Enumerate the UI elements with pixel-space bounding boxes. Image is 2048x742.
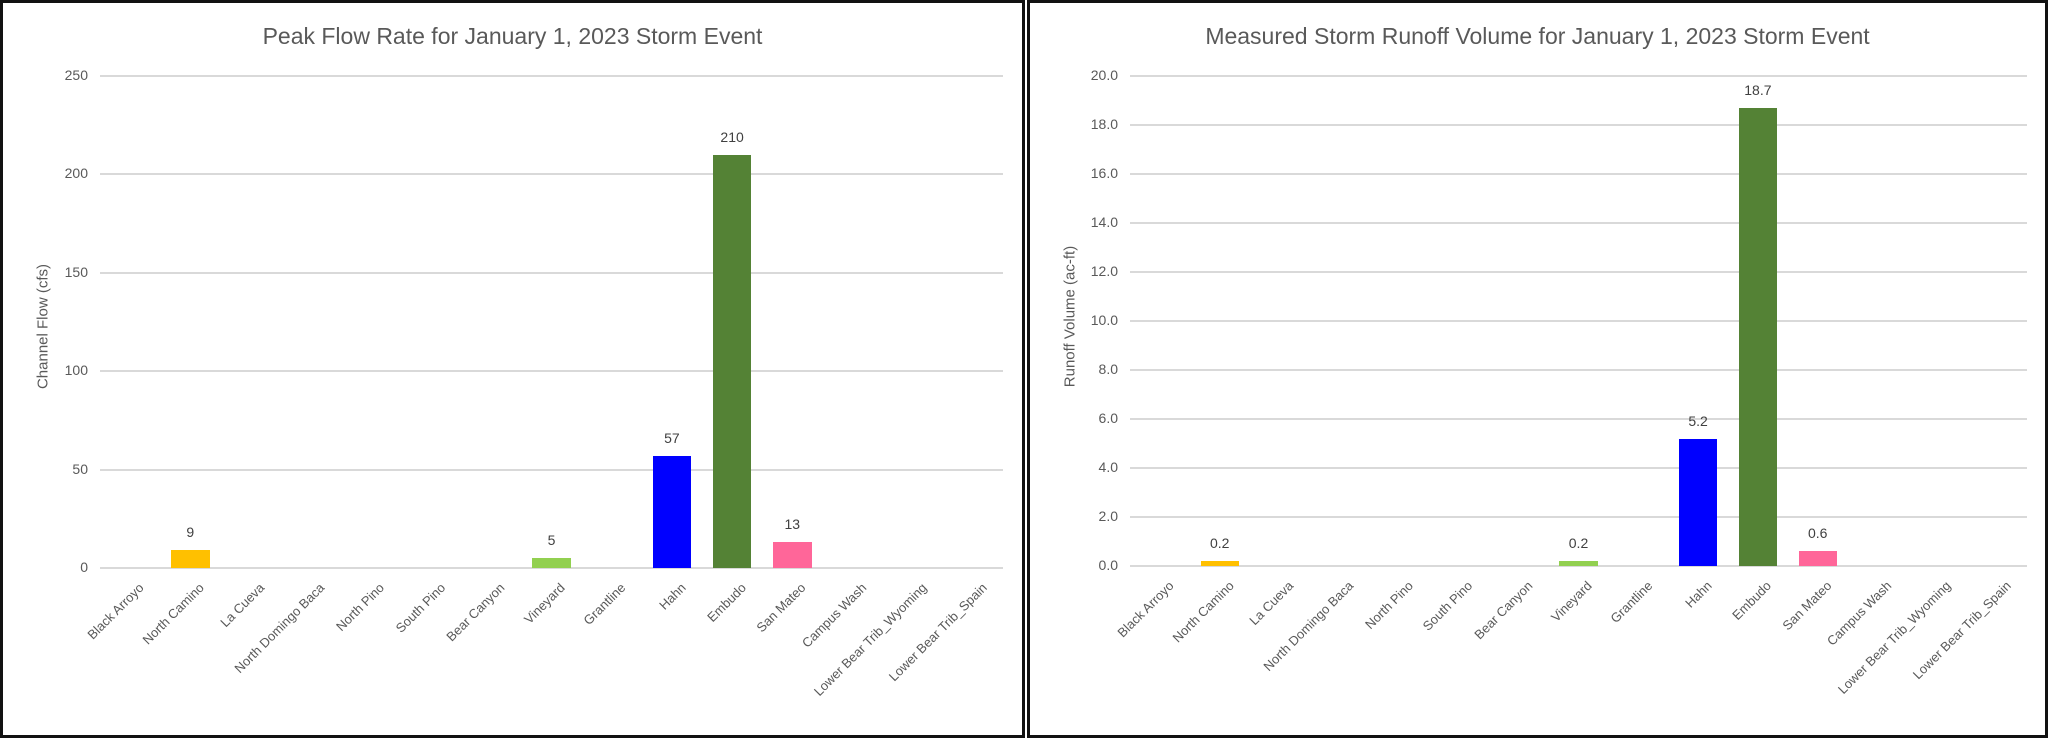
- x-tick-label: North Camino: [1168, 578, 1237, 646]
- gridline: [1130, 565, 2027, 567]
- x-tick-label: South Pino: [1419, 578, 1476, 634]
- gridline: [100, 567, 1003, 569]
- x-tick-label: Embudo: [1729, 578, 1775, 623]
- bar-north-camino: [171, 550, 210, 568]
- gridline: [100, 173, 1003, 176]
- data-label: 0.2: [1568, 535, 1589, 552]
- bar-embudo: [712, 154, 752, 568]
- y-tick-label: 0: [80, 559, 88, 575]
- data-label: 0.6: [1807, 525, 1828, 542]
- x-tick-label: San Mateo: [1779, 578, 1835, 634]
- data-label: 0.2: [1209, 535, 1230, 552]
- gridline: [1130, 516, 2027, 518]
- y-tick-label: 50: [72, 460, 88, 477]
- y-tick-label: 4.0: [1098, 459, 1118, 475]
- x-tick-label: Lower Bear Trib_Wyoming: [1835, 578, 1954, 697]
- gridline: [100, 370, 1003, 373]
- gridline: [100, 271, 1003, 274]
- y-tick-label: 2.0: [1098, 508, 1118, 524]
- x-tick-label: Embudo: [703, 580, 749, 625]
- bar-vineyard: [532, 558, 571, 568]
- x-tick-label: La Cueva: [217, 580, 268, 630]
- y-tick-label: 10.0: [1090, 312, 1118, 328]
- bar-vineyard: [1559, 561, 1598, 566]
- x-tick-label: Lower Bear Trib_Spain: [1909, 578, 2014, 683]
- peak-flow-chart: Peak Flow Rate for January 1, 2023 Storm…: [0, 0, 1025, 738]
- bar-san-mateo: [1798, 551, 1837, 566]
- y-tick-label: 150: [64, 263, 88, 280]
- x-tick-label: Black Arroyo: [84, 580, 147, 643]
- y-tick-label: 12.0: [1090, 263, 1118, 279]
- y-tick-label: 18.0: [1090, 116, 1118, 132]
- data-label: 210: [720, 128, 744, 145]
- bar-hahn: [652, 455, 692, 568]
- chart-title: Measured Storm Runoff Volume for January…: [1205, 23, 1870, 49]
- x-tick-label: Hahn: [655, 580, 689, 613]
- gridline: [1130, 320, 2027, 322]
- data-label: 18.7: [1744, 81, 1772, 98]
- bar-hahn: [1678, 438, 1718, 566]
- bar-embudo: [1738, 107, 1778, 566]
- x-tick-label: Bear Canyon: [1471, 578, 1536, 643]
- x-tick-label: Lower Bear Trib_Wyoming: [810, 580, 930, 699]
- gridline: [1130, 418, 2027, 420]
- x-tick-label: North Camino: [139, 580, 207, 648]
- x-tick-label: Black Arroyo: [1114, 578, 1177, 641]
- y-tick-label: 14.0: [1090, 214, 1118, 230]
- gridline: [1130, 222, 2027, 224]
- chart-title: Peak Flow Rate for January 1, 2023 Storm…: [262, 23, 763, 49]
- gridline: [1130, 173, 2027, 175]
- bar-san-mateo: [773, 542, 812, 568]
- y-tick-label: 0.0: [1098, 557, 1118, 573]
- data-label: 5.2: [1688, 412, 1708, 429]
- x-tick-label: North Pino: [333, 580, 388, 635]
- x-tick-label: Lower Bear Trib_Spain: [885, 580, 990, 685]
- gridline: [1130, 271, 2027, 273]
- runoff-volume-chart: Measured Storm Runoff Volume for January…: [1027, 0, 2048, 738]
- data-label: 13: [784, 516, 801, 533]
- gridline: [1130, 75, 2027, 77]
- data-label: 9: [186, 524, 195, 541]
- data-label: 57: [664, 429, 680, 446]
- gridline: [100, 468, 1003, 471]
- x-tick-label: Bear Canyon: [443, 580, 508, 645]
- x-tick-label: Grantline: [1607, 578, 1655, 626]
- y-tick-label: 100: [64, 362, 88, 379]
- gridline: [1130, 124, 2027, 126]
- x-tick-label: Vineyard: [521, 580, 569, 627]
- x-tick-label: San Mateo: [753, 580, 809, 636]
- x-tick-label: Vineyard: [1548, 578, 1596, 625]
- gridline: [1130, 369, 2027, 371]
- x-tick-label: Hahn: [1682, 578, 1715, 611]
- y-tick-label: 6.0: [1098, 410, 1118, 426]
- y-tick-label: 200: [64, 165, 88, 182]
- gridline: [1130, 467, 2027, 469]
- data-label: 5: [547, 532, 556, 549]
- y-tick-label: 16.0: [1090, 165, 1118, 181]
- y-tick-label: 20.0: [1090, 67, 1118, 83]
- x-tick-label: North Pino: [1361, 578, 1416, 633]
- x-tick-label: La Cueva: [1246, 578, 1297, 628]
- bar-north-camino: [1200, 561, 1239, 566]
- gridline: [100, 75, 1003, 77]
- y-tick-label: 250: [64, 67, 88, 83]
- y-tick-label: 8.0: [1098, 361, 1118, 377]
- x-tick-label: Grantline: [580, 580, 629, 628]
- x-tick-label: South Pino: [392, 580, 448, 636]
